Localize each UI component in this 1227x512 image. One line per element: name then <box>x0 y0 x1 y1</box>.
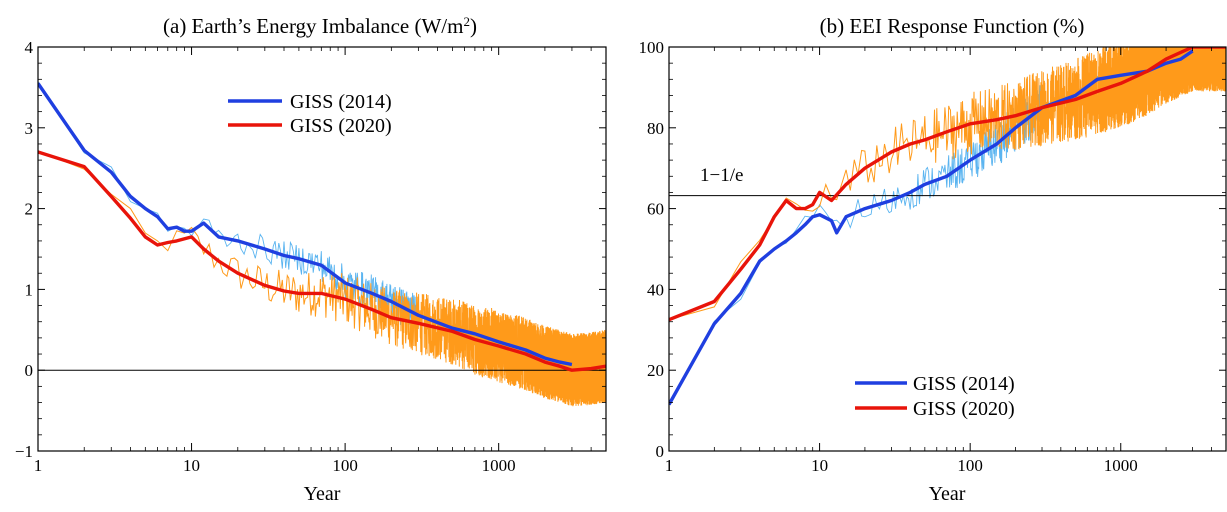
ytick-label: 20 <box>647 361 664 380</box>
xtick-label: 1000 <box>1104 456 1138 475</box>
xtick-label: 100 <box>957 456 983 475</box>
ytick-label: 0 <box>25 361 34 380</box>
ytick-label: 100 <box>639 38 665 57</box>
xtick-label: 1 <box>34 456 43 475</box>
xtick-label: 10 <box>183 456 200 475</box>
ytick-label: 1 <box>25 280 34 299</box>
panel-b: (b) EEI Response Function (%) 0 20 40 60 80 1… <box>639 3 1227 505</box>
ytick-label: 2 <box>25 200 34 219</box>
ytick-label: 80 <box>647 119 664 138</box>
panel-b-reference-label: 1−1/e <box>700 165 743 186</box>
ytick-label: 40 <box>647 280 664 299</box>
legend-b-2014-label: GISS (2014) <box>913 373 1015 395</box>
panel-a-title: (a) Earth’s Energy Imbalance (W/m2) <box>163 14 477 39</box>
xtick-label: 1000 <box>482 456 516 475</box>
xtick-label: 10 <box>811 456 828 475</box>
xtick-label: 100 <box>332 456 358 475</box>
panel-b-xlabel: Year <box>929 483 966 505</box>
xtick-label: 1 <box>665 456 674 475</box>
ytick-label: −1 <box>15 442 33 461</box>
panel-a-xlabel: Year <box>304 483 341 505</box>
legend-a-2014-label: GISS (2014) <box>290 91 392 113</box>
legend-b-2020-label: GISS (2020) <box>913 398 1015 420</box>
panel-b-legend: GISS (2014) GISS (2020) <box>855 373 1015 420</box>
panel-a: (a) Earth’s Energy Imbalance (W/m2) −1 0 1… <box>15 14 606 506</box>
panel-b-spread-band <box>669 3 1226 406</box>
ytick-label: 60 <box>647 200 664 219</box>
ytick-label: 3 <box>25 119 34 138</box>
panel-b-title: (b) EEI Response Function (%) <box>820 14 1085 38</box>
ytick-label: 4 <box>25 38 34 57</box>
legend-a-2020-label: GISS (2020) <box>290 115 392 137</box>
ytick-label: 0 <box>656 442 665 461</box>
panel-a-legend: GISS (2014) GISS (2020) <box>228 91 392 137</box>
